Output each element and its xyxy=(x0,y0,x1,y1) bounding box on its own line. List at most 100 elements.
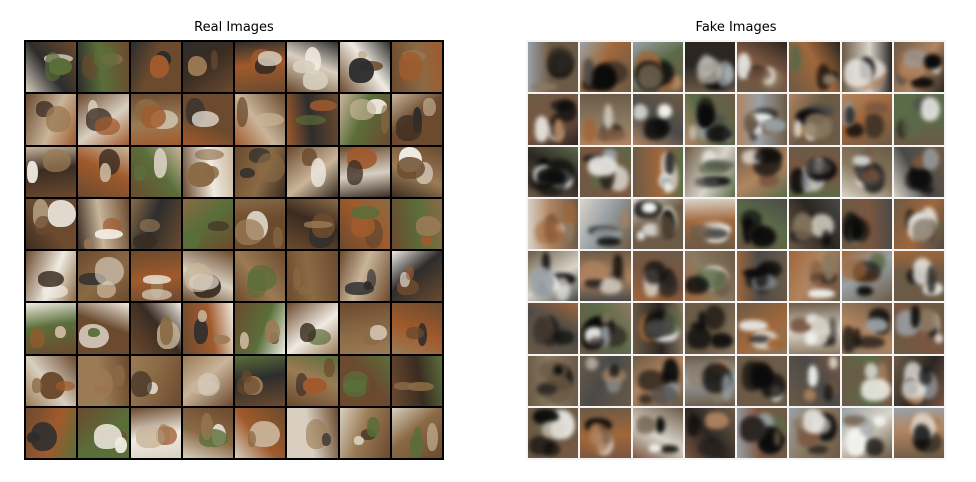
fake-image-blob xyxy=(544,442,560,457)
fake-image-blob xyxy=(841,326,856,354)
real-image-blob xyxy=(364,281,373,291)
real-image-tile xyxy=(287,251,338,302)
fake-image-blob xyxy=(536,383,558,395)
fake-image-blob xyxy=(902,379,926,399)
fake-image-blob xyxy=(808,364,819,387)
fake-image-tile xyxy=(580,407,631,458)
fake-image-tile xyxy=(684,407,735,458)
real-image-blob xyxy=(416,216,442,236)
real-image-blob xyxy=(296,114,327,125)
fake-image-tile xyxy=(737,198,788,249)
real-image-tile xyxy=(78,42,129,93)
real-image-tile xyxy=(391,251,442,302)
fake-image-blob xyxy=(643,260,668,284)
fake-image-tile xyxy=(580,146,631,197)
fake-image-blob xyxy=(802,168,812,192)
real-image-tile xyxy=(182,94,233,145)
fake-image-blob xyxy=(822,251,836,282)
fake-image-tile xyxy=(528,146,579,197)
real-image-tile xyxy=(235,42,286,93)
fake-image-blob xyxy=(752,125,762,135)
real-image-blob xyxy=(346,159,363,186)
fake-image-blob xyxy=(842,415,867,426)
fake-image-blob xyxy=(742,269,766,278)
fake-image-blob xyxy=(824,384,834,401)
fake-image-blob xyxy=(864,102,889,115)
real-image-tile xyxy=(182,355,233,406)
fake-image-blob xyxy=(604,103,614,133)
fake-image-tile xyxy=(789,42,840,93)
real-image-blob xyxy=(241,370,253,384)
real-image-blob xyxy=(247,431,257,447)
real-image-blob xyxy=(396,114,423,141)
fake-image-blob xyxy=(530,83,559,91)
fake-image-blob xyxy=(599,429,613,445)
real-image-tile xyxy=(130,355,181,406)
real-image-blob xyxy=(41,284,69,298)
real-image-tile xyxy=(182,146,233,197)
fake-image-blob xyxy=(712,114,725,126)
real-image-tile xyxy=(130,303,181,354)
fake-image-blob xyxy=(648,443,661,452)
fake-image-tile xyxy=(841,303,892,354)
real-image-blob xyxy=(300,322,317,342)
fake-image-tile xyxy=(684,146,735,197)
fake-image-blob xyxy=(638,64,663,89)
fake-image-blob xyxy=(599,278,622,295)
fake-image-tile xyxy=(737,146,788,197)
fake-image-blob xyxy=(865,112,884,139)
fake-image-blob xyxy=(645,320,675,337)
fake-image-blob xyxy=(739,416,767,443)
fake-image-tile xyxy=(789,251,840,302)
fake-image-blob xyxy=(633,104,649,120)
real-image-blob xyxy=(293,59,316,73)
real-image-tile xyxy=(26,198,77,249)
fake-image-blob xyxy=(866,318,889,333)
real-image-blob xyxy=(94,229,123,239)
real-image-tile xyxy=(26,251,77,302)
fake-image-tile xyxy=(737,303,788,354)
fake-image-blob xyxy=(843,59,873,88)
fake-images-grid xyxy=(526,40,946,460)
fake-image-tile xyxy=(632,42,683,93)
fake-image-blob xyxy=(918,368,932,385)
fake-image-tile xyxy=(528,407,579,458)
real-image-blob xyxy=(406,266,415,281)
real-image-blob xyxy=(254,112,284,126)
real-image-tile xyxy=(130,251,181,302)
fake-image-tile xyxy=(684,198,735,249)
real-image-tile xyxy=(26,146,77,197)
fake-image-blob xyxy=(912,218,940,246)
real-image-tile xyxy=(78,303,129,354)
fake-image-blob xyxy=(547,47,575,75)
fake-image-blob xyxy=(609,362,620,377)
fake-image-blob xyxy=(656,214,675,240)
real-image-blob xyxy=(54,325,66,339)
fake-image-blob xyxy=(688,125,698,141)
fake-image-blob xyxy=(805,313,820,326)
real-image-blob xyxy=(399,52,423,82)
fake-image-blob xyxy=(912,424,931,450)
fake-image-blob xyxy=(535,115,550,142)
fake-image-tile xyxy=(893,198,944,249)
fake-image-blob xyxy=(555,277,571,301)
real-image-tile xyxy=(339,198,390,249)
fake-image-blob xyxy=(704,160,735,171)
real-image-blob xyxy=(157,423,170,445)
real-image-blob xyxy=(132,234,157,249)
fake-image-blob xyxy=(588,155,619,177)
real-image-blob xyxy=(94,46,118,70)
real-image-blob xyxy=(349,57,374,83)
fake-image-blob xyxy=(666,162,679,192)
real-image-tile xyxy=(235,407,286,458)
fake-image-tile xyxy=(893,251,944,302)
real-image-tile xyxy=(391,303,442,354)
real-image-blob xyxy=(293,267,302,290)
real-image-blob xyxy=(407,382,434,392)
fake-image-blob xyxy=(922,147,939,170)
real-image-blob xyxy=(405,326,424,340)
real-image-tile xyxy=(235,251,286,302)
real-image-blob xyxy=(183,230,201,248)
fake-image-blob xyxy=(601,325,610,347)
fake-image-blob xyxy=(529,267,555,298)
